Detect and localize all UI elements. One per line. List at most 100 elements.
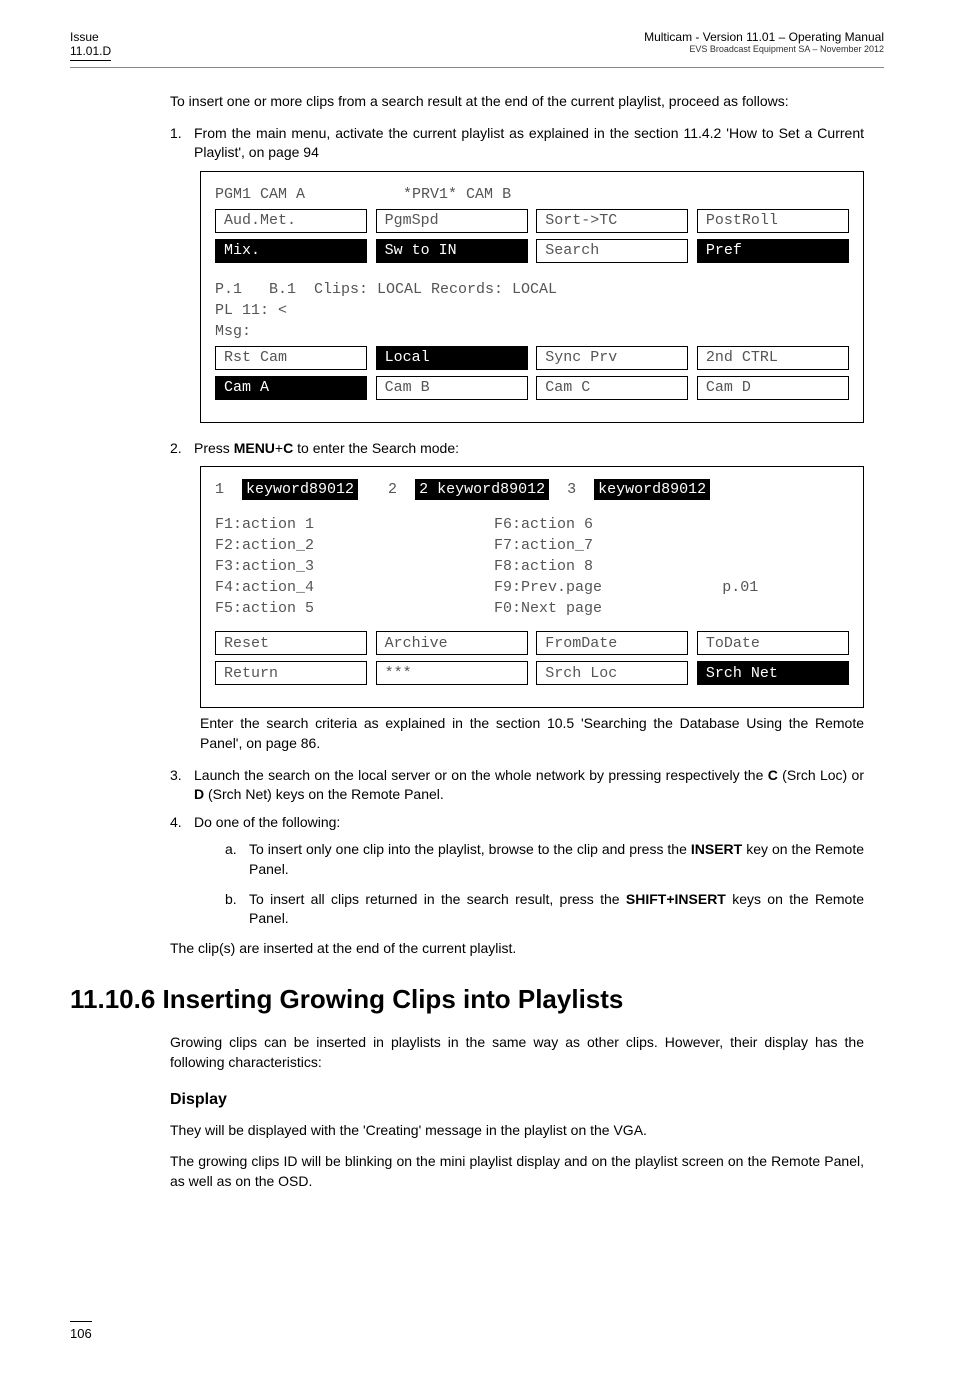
softkey-local[interactable]: Local xyxy=(376,346,528,370)
growing-paragraph: Growing clips can be inserted in playlis… xyxy=(170,1033,864,1072)
softkey-audmet[interactable]: Aud.Met. xyxy=(215,209,367,233)
step2-followup: Enter the search criteria as explained i… xyxy=(200,714,864,753)
softkey-sorttc[interactable]: Sort->TC xyxy=(536,209,688,233)
header-rule xyxy=(70,67,884,68)
intro-paragraph: To insert one or more clips from a searc… xyxy=(170,92,864,112)
f0-action: F0:Next page xyxy=(494,598,722,619)
terminal-row: Return *** Srch Loc Srch Net xyxy=(215,661,849,685)
softkey-cama[interactable]: Cam A xyxy=(215,376,367,400)
page-indicator: p.01 xyxy=(722,577,849,598)
display-p2: The growing clips ID will be blinking on… xyxy=(170,1152,864,1191)
f2-action: F2:action_2 xyxy=(215,535,494,556)
terminal-screenshot-1: PGM1 CAM A *PRV1* CAM B Aud.Met. PgmSpd … xyxy=(200,171,864,423)
softkey-syncprv[interactable]: Sync Prv xyxy=(536,346,688,370)
text: Launch the search on the local server or… xyxy=(194,767,768,783)
terminal-status-line: P.1 B.1 Clips: LOCAL Records: LOCAL xyxy=(215,279,849,300)
section-heading: 11.10.6 Inserting Growing Clips into Pla… xyxy=(70,984,884,1015)
f1-action: F1:action 1 xyxy=(215,514,494,535)
text: + xyxy=(275,440,283,456)
terminal-row: Mix. Sw to IN Search Pref xyxy=(215,239,849,263)
softkey-swtoin[interactable]: Sw to IN xyxy=(376,239,528,263)
sub-letter: a. xyxy=(225,840,249,879)
terminal-row: Cam A Cam B Cam C Cam D xyxy=(215,376,849,400)
bold: INSERT xyxy=(691,841,742,857)
softkey-pref[interactable]: Pref xyxy=(697,239,849,263)
softkey-camc[interactable]: Cam C xyxy=(536,376,688,400)
softkey-reset[interactable]: Reset xyxy=(215,631,367,655)
manual-title: Multicam - Version 11.01 – Operating Man… xyxy=(644,30,884,44)
sub-letter: b. xyxy=(225,890,249,929)
softkey-search[interactable]: Search xyxy=(536,239,688,263)
step-text: Launch the search on the local server or… xyxy=(194,766,864,805)
softkey-rstcam[interactable]: Rst Cam xyxy=(215,346,367,370)
f7-action: F7:action_7 xyxy=(494,535,722,556)
pgm-label: PGM1 CAM A xyxy=(215,186,305,203)
bold: D xyxy=(194,786,204,802)
terminal-screenshot-2: 1 keyword89012 2 2 keyword89012 3 keywor… xyxy=(200,466,864,708)
f3-action: F3:action_3 xyxy=(215,556,494,577)
softkey-mix[interactable]: Mix. xyxy=(215,239,367,263)
step-text: From the main menu, activate the current… xyxy=(194,124,864,163)
text: to enter the Search mode: xyxy=(293,440,459,456)
keyword-3[interactable]: keyword89012 xyxy=(594,479,710,500)
text: (Srch Loc) or xyxy=(778,767,864,783)
f8-action: F8:action 8 xyxy=(494,556,722,577)
f5-action: F5:action 5 xyxy=(215,598,494,619)
issue-label: Issue xyxy=(70,30,111,44)
prv-label: *PRV1* CAM B xyxy=(403,186,511,203)
text: (Srch Net) keys on the Remote Panel. xyxy=(204,786,444,802)
sub-text: To insert only one clip into the playlis… xyxy=(249,840,864,879)
step-number: 3. xyxy=(170,766,194,805)
terminal-row: Reset Archive FromDate ToDate xyxy=(215,631,849,655)
softkey-camd[interactable]: Cam D xyxy=(697,376,849,400)
step-1: 1. From the main menu, activate the curr… xyxy=(170,124,864,163)
menu-bold: MENU xyxy=(234,440,275,456)
terminal-row: Rst Cam Local Sync Prv 2nd CTRL xyxy=(215,346,849,370)
right-header: Multicam - Version 11.01 – Operating Man… xyxy=(644,30,884,54)
softkey-srchnet[interactable]: Srch Net xyxy=(697,661,849,685)
display-p1: They will be displayed with the 'Creatin… xyxy=(170,1121,864,1141)
sub-text: To insert all clips returned in the sear… xyxy=(249,890,864,929)
bold: C xyxy=(768,767,778,783)
softkey-fromdate[interactable]: FromDate xyxy=(536,631,688,655)
step-text: Do one of the following: xyxy=(194,813,864,833)
keyword-row: 1 keyword89012 2 2 keyword89012 3 keywor… xyxy=(215,479,849,500)
kw-num: 2 xyxy=(388,481,397,498)
softkey-camb[interactable]: Cam B xyxy=(376,376,528,400)
softkey-archive[interactable]: Archive xyxy=(376,631,528,655)
kw-num: 1 xyxy=(215,481,224,498)
bold: SHIFT+INSERT xyxy=(626,891,726,907)
text: To insert only one clip into the playlis… xyxy=(249,841,691,857)
softkey-return[interactable]: Return xyxy=(215,661,367,685)
softkey-srchloc[interactable]: Srch Loc xyxy=(536,661,688,685)
step-4: 4. Do one of the following: xyxy=(170,813,864,833)
f6-action: F6:action 6 xyxy=(494,514,722,535)
actions-block: F1:action 1 F2:action_2 F3:action_3 F4:a… xyxy=(215,514,849,619)
step-4b: b. To insert all clips returned in the s… xyxy=(225,890,864,929)
display-heading: Display xyxy=(170,1091,884,1109)
page-header: Issue 11.01.D Multicam - Version 11.01 –… xyxy=(70,30,884,61)
step-number: 4. xyxy=(170,813,194,833)
softkey-pgmspd[interactable]: PgmSpd xyxy=(376,209,528,233)
manual-subtitle: EVS Broadcast Equipment SA – November 20… xyxy=(644,44,884,54)
c-bold: C xyxy=(283,440,293,456)
f9-action: F9:Prev.page xyxy=(494,577,722,598)
keyword-1[interactable]: keyword89012 xyxy=(242,479,358,500)
text: Press xyxy=(194,440,234,456)
step-number: 2. xyxy=(170,439,194,459)
step-2: 2. Press MENU+C to enter the Search mode… xyxy=(170,439,864,459)
softkey-todate[interactable]: ToDate xyxy=(697,631,849,655)
softkey-postroll[interactable]: PostRoll xyxy=(697,209,849,233)
terminal-msg-line: Msg: xyxy=(215,321,849,342)
step-text: Press MENU+C to enter the Search mode: xyxy=(194,439,864,459)
kw-num: 3 xyxy=(567,481,576,498)
terminal-row: Aud.Met. PgmSpd Sort->TC PostRoll xyxy=(215,209,849,233)
softkey-2ndctrl[interactable]: 2nd CTRL xyxy=(697,346,849,370)
softkey-stars[interactable]: *** xyxy=(376,661,528,685)
keyword-2[interactable]: 2 keyword89012 xyxy=(415,479,549,500)
closing-paragraph: The clip(s) are inserted at the end of t… xyxy=(170,939,864,959)
page-number: 106 xyxy=(70,1321,92,1341)
issue-block: Issue 11.01.D xyxy=(70,30,111,61)
text: To insert all clips returned in the sear… xyxy=(249,891,626,907)
terminal-pl-line: PL 11: < xyxy=(215,300,849,321)
